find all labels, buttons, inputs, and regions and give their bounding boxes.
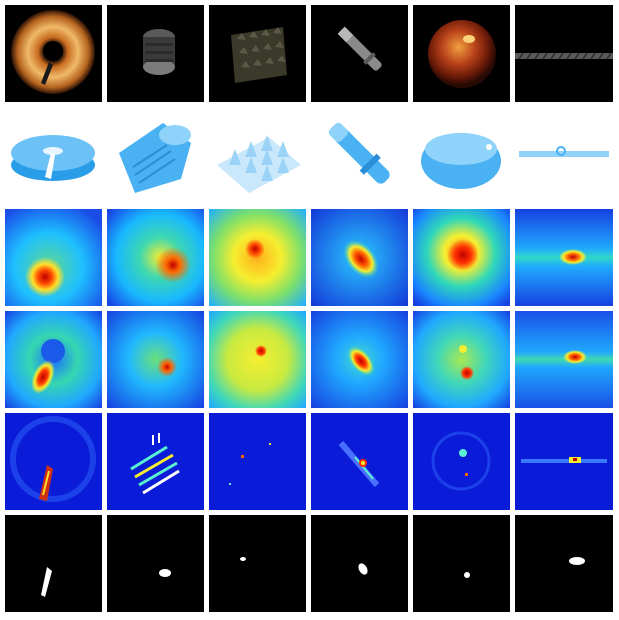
heatmap-b-cylinder: [107, 311, 204, 408]
errormap-rope: [515, 413, 613, 510]
rgb-foam: [209, 5, 306, 102]
pointcloud-cylinder: [107, 107, 204, 204]
mask-rope: [515, 515, 613, 612]
mask-tomato: [413, 515, 510, 612]
errormap-foam: [209, 413, 306, 510]
heatmap-a-foam: [209, 209, 306, 306]
pointcloud-rope: [515, 107, 613, 204]
heatmap-b-donut: [5, 311, 102, 408]
pointcloud-foam: [209, 107, 306, 204]
heatmap-a-donut: [5, 209, 102, 306]
heatmap-b-foam: [209, 311, 306, 408]
heatmap-a-rope: [515, 209, 613, 306]
rgb-rope: [515, 5, 613, 102]
heatmap-a-dowel: [311, 209, 408, 306]
errormap-cylinder: [107, 413, 204, 510]
mask-donut: [5, 515, 102, 612]
heatmap-b-dowel: [311, 311, 408, 408]
errormap-tomato: [413, 413, 510, 510]
mask-cylinder: [107, 515, 204, 612]
pointcloud-donut: [5, 107, 102, 204]
errormap-donut: [5, 413, 102, 510]
heatmap-a-tomato: [413, 209, 510, 306]
heatmap-b-rope: [515, 311, 613, 408]
heatmap-a-cylinder: [107, 209, 204, 306]
mask-dowel: [311, 515, 408, 612]
rgb-tomato: [413, 5, 510, 102]
rgb-cylinder: [107, 5, 204, 102]
mask-foam: [209, 515, 306, 612]
pointcloud-tomato: [413, 107, 510, 204]
heatmap-b-tomato: [413, 311, 510, 408]
rgb-dowel: [311, 5, 408, 102]
pointcloud-dowel: [311, 107, 408, 204]
errormap-dowel: [311, 413, 408, 510]
rgb-donut: [5, 5, 102, 102]
